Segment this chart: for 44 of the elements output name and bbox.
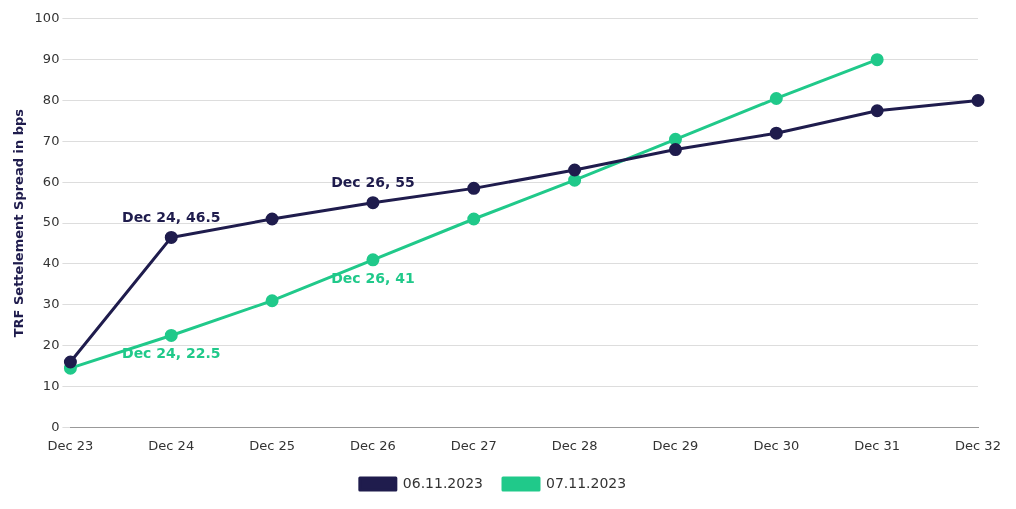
x-tick-label: Dec 25 <box>249 437 296 453</box>
legend-label: 06.11.2023 <box>402 474 484 491</box>
y-tick-label: 80 <box>42 91 60 107</box>
point <box>265 294 279 308</box>
point <box>164 230 178 244</box>
point <box>366 253 380 267</box>
legend-label: 07.11.2023 <box>546 474 627 491</box>
point <box>568 163 582 177</box>
x-tick-label: Dec 24 <box>148 437 195 453</box>
x-tick-label: Dec 30 <box>753 437 800 453</box>
x-tick-label: Dec 26 <box>350 437 396 453</box>
y-tick-label: 40 <box>42 255 60 271</box>
point <box>265 212 279 226</box>
point <box>870 53 884 67</box>
x-tick-label: Dec 29 <box>652 437 699 453</box>
y-tick-label: 70 <box>42 132 60 148</box>
point <box>668 132 682 146</box>
y-tick-label: 10 <box>42 377 60 393</box>
y-tick-label: 90 <box>42 51 60 67</box>
y-tick-label: 30 <box>42 296 60 312</box>
annotation: Dec 26, 55 <box>331 174 415 191</box>
point <box>971 94 985 108</box>
x-tick-label: Dec 28 <box>551 437 598 453</box>
annotation: Dec 24, 46.5 <box>122 209 221 226</box>
point <box>467 181 481 195</box>
y-tick-label: 50 <box>42 214 60 230</box>
y-axis-title: TRF Settelement Spread in bps <box>11 108 27 338</box>
point <box>568 173 582 187</box>
y-tick-label: 60 <box>42 173 60 189</box>
y-tick-label: 0 <box>51 418 60 434</box>
x-tick-label: Dec 23 <box>47 437 94 453</box>
y-tick-label: 100 <box>34 10 60 26</box>
point <box>366 196 380 210</box>
point <box>467 212 481 226</box>
point <box>668 143 682 157</box>
x-tick-label: Dec 27 <box>450 437 497 453</box>
x-tick-label: Dec 32 <box>955 437 1001 453</box>
point <box>769 126 783 140</box>
x-tick-label: Dec 31 <box>854 437 901 453</box>
point <box>63 355 77 369</box>
point <box>870 104 884 118</box>
point <box>164 328 178 342</box>
point <box>769 91 783 105</box>
y-tick-label: 20 <box>42 337 60 353</box>
